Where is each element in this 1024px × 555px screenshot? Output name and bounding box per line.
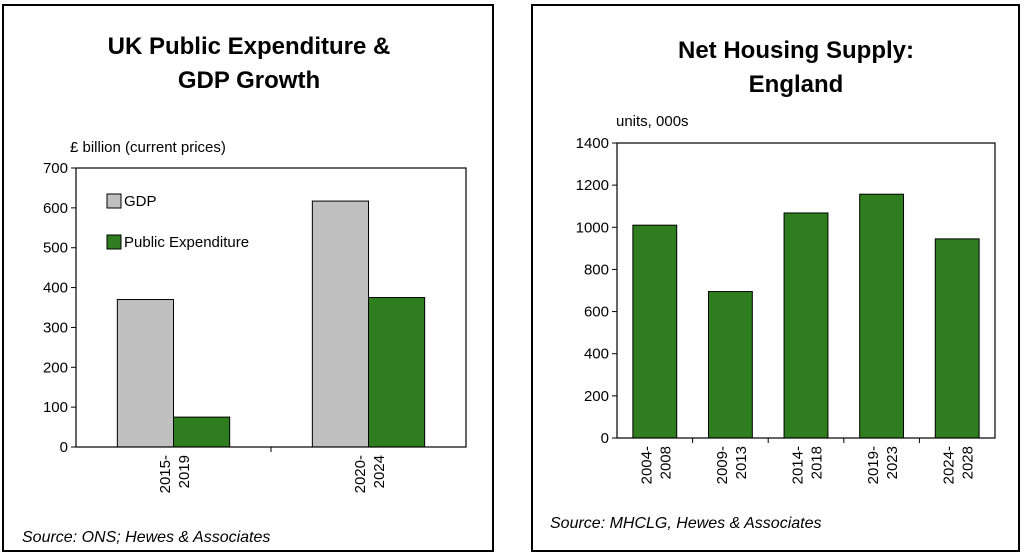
bar-public-expenditure-0 (173, 416, 231, 448)
x-tick-label: 2015- (157, 455, 174, 493)
source-note: Source: ONS; Hewes & Associates (22, 529, 270, 546)
y-tick-label: 600 (584, 304, 609, 321)
unit-label: £ billion (current prices) (70, 139, 226, 156)
x-tick-label: 2018 (809, 446, 826, 479)
y-tick-label: 200 (43, 359, 68, 376)
chart-title-line-2: England (749, 71, 844, 98)
y-tick-label: 0 (60, 439, 68, 456)
y-tick-label: 700 (43, 160, 68, 177)
bar-gdp-0 (116, 299, 174, 448)
bar-value-3 (859, 193, 905, 439)
y-tick-label: 100 (43, 399, 68, 416)
bar-value-4 (934, 238, 980, 439)
bar-value-0 (632, 224, 678, 439)
y-tick-label: 800 (584, 261, 609, 278)
x-tick-label: 2020- (352, 455, 369, 493)
x-tick-label: 2013 (733, 446, 750, 479)
x-tick-label: 2019- (865, 446, 882, 484)
x-tick-label: 2023 (884, 446, 901, 479)
y-tick-label: 600 (43, 200, 68, 217)
x-tick-label: 2019 (176, 455, 193, 488)
chart-title-line-2: GDP Growth (178, 67, 320, 94)
x-tick-label: 2014- (790, 446, 807, 484)
unit-label: units, 000s (616, 113, 689, 130)
legend-swatch-public-expenditure (106, 234, 122, 250)
plot-area-frame (616, 142, 996, 439)
x-tick-label: 2024 (371, 455, 388, 488)
y-tick-label: 200 (584, 388, 609, 405)
chart-title-line-1: Net Housing Supply: (678, 37, 914, 64)
bar-value-2 (783, 212, 829, 439)
y-tick-label: 0 (601, 430, 609, 447)
bar-gdp-1 (311, 200, 369, 448)
bar-public-expenditure-1 (368, 297, 426, 448)
legend-label-public-expenditure: Public Expenditure (124, 234, 249, 251)
source-note: Source: MHCLG, Hewes & Associates (550, 515, 822, 532)
chart-title-line-1: UK Public Expenditure & (108, 33, 391, 60)
y-tick-label: 300 (43, 319, 68, 336)
x-tick-label: 2004- (638, 446, 655, 484)
x-tick-label: 2028 (960, 446, 977, 479)
y-tick-label: 1200 (576, 177, 609, 194)
legend-swatch-gdp (106, 193, 122, 209)
chart-housing-supply: Net Housing Supply: England units, 000s … (550, 37, 996, 532)
chart-panel-housing-supply: Net Housing Supply: England units, 000s … (531, 4, 1020, 552)
x-tick-label: 2009- (714, 446, 731, 484)
chart-panel-public-expenditure: UK Public Expenditure & GDP Growth £ bil… (2, 4, 494, 552)
bar-value-1 (707, 291, 753, 439)
y-tick-label: 400 (43, 280, 68, 297)
y-tick-label: 500 (43, 240, 68, 257)
y-tick-label: 1400 (576, 135, 609, 152)
y-tick-label: 400 (584, 346, 609, 363)
chart-public-expenditure: UK Public Expenditure & GDP Growth £ bil… (22, 33, 467, 546)
x-tick-label: 2024- (941, 446, 958, 484)
legend-label-gdp: GDP (124, 193, 157, 210)
x-tick-label: 2008 (657, 446, 674, 479)
y-tick-label: 1000 (576, 219, 609, 236)
